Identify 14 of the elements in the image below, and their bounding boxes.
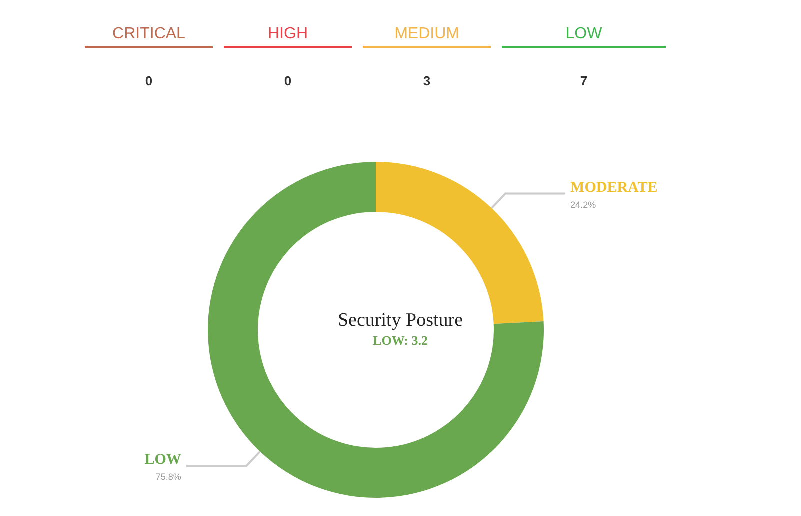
data-label: 7 (580, 74, 588, 88)
data-label: 3 (423, 74, 431, 88)
category-label: HIGH (268, 26, 308, 42)
category-label: CRITICAL (112, 26, 186, 42)
data-label: 0 (284, 74, 292, 88)
slice-label: LOW (144, 452, 182, 468)
text: Security Posture (338, 310, 464, 331)
text: LOW: 3.2 (373, 333, 428, 348)
data-label: 0 (145, 74, 153, 88)
category-label: MEDIUM (394, 26, 460, 42)
category-label: LOW (566, 26, 604, 42)
data-label: 24.2% (570, 200, 596, 210)
data-label: 75.8% (156, 472, 182, 482)
slice-label: MODERATE (570, 180, 658, 196)
